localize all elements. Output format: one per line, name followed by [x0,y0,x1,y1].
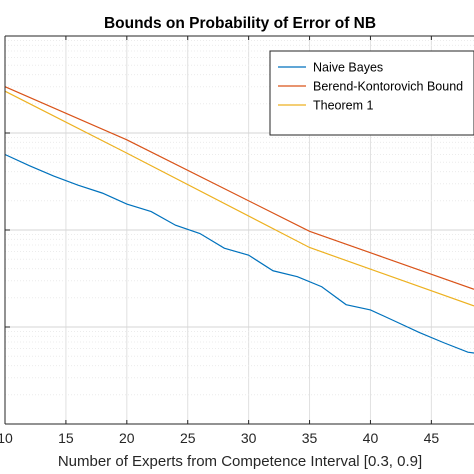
x-tick-label: 25 [180,430,196,446]
series-line-berend-kontorovich-bound [5,86,474,290]
legend: Naive Bayes Berend-Kontorovich Bound Theor… [269,50,474,136]
series-line-naive-bayes [5,153,474,354]
x-tick-label: 15 [58,430,74,446]
legend-label-theorem-1: Theorem 1 [313,99,373,113]
x-tick-label: 40 [363,430,379,446]
axes [4,35,474,425]
legend-label-berend-kontorovich-bound: Berend-Kontorovich Bound [313,80,463,94]
x-axis-label: Number of Experts from Competence Interv… [58,453,422,470]
x-tick-label: 20 [119,430,135,446]
series-lines [5,86,474,354]
legend-box [269,50,474,136]
legend-label-naive-bayes: Naive Bayes [313,61,383,75]
x-tick-label: 45 [424,430,440,446]
chart-title: Bounds on Probability of Error of NB [104,15,376,32]
x-tick-label: 30 [241,430,257,446]
series-line-theorem-1 [5,90,474,307]
x-tick-labels: 10 15 20 25 30 35 40 45 [0,430,439,446]
x-tick-label: 35 [302,430,318,446]
x-tick-label: 10 [0,430,13,446]
